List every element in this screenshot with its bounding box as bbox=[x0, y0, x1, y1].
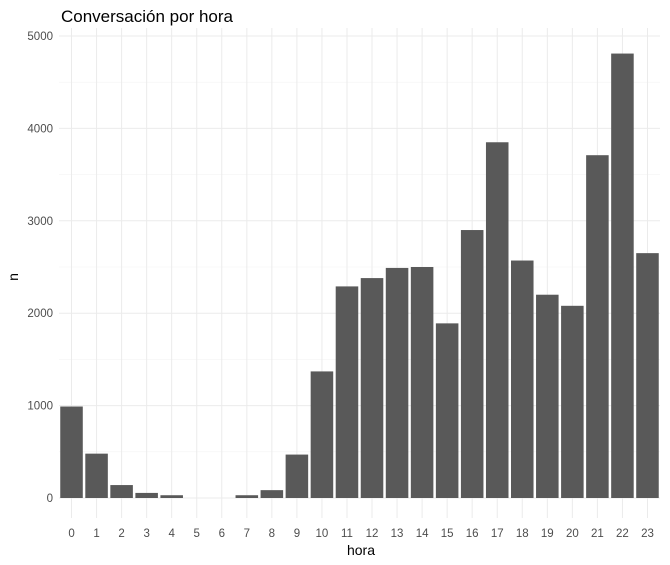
x-tick-label: 17 bbox=[491, 528, 504, 540]
bar-hora-7 bbox=[235, 495, 259, 498]
bar-hora-0 bbox=[60, 406, 83, 498]
x-tick-label: 19 bbox=[541, 528, 554, 540]
bars bbox=[60, 53, 659, 499]
bar-hora-19 bbox=[536, 294, 559, 498]
x-tick-label: 13 bbox=[391, 528, 404, 540]
y-tick-label: 5000 bbox=[27, 31, 53, 43]
bar-hora-17 bbox=[485, 142, 509, 498]
x-tick-label: 16 bbox=[466, 528, 479, 540]
y-axis-title: n bbox=[5, 273, 21, 281]
x-tick-label: 8 bbox=[269, 528, 275, 540]
x-tick-label: 12 bbox=[366, 528, 379, 540]
x-tick-label: 1 bbox=[93, 528, 99, 540]
y-tick-label: 3000 bbox=[27, 216, 53, 228]
x-tick-label: 15 bbox=[441, 528, 454, 540]
bar-hora-12 bbox=[360, 278, 384, 498]
bar-hora-2 bbox=[110, 485, 133, 498]
x-axis-title: hora bbox=[347, 542, 375, 558]
x-tick-label: 9 bbox=[294, 528, 300, 540]
chart-title: Conversación por hora bbox=[61, 7, 234, 26]
bar-hora-11 bbox=[335, 286, 359, 498]
y-tick-label: 1000 bbox=[27, 401, 53, 413]
bar-hora-16 bbox=[460, 230, 484, 499]
x-tick-label: 6 bbox=[219, 528, 225, 540]
x-tick-label: 22 bbox=[616, 528, 629, 540]
x-axis-ticks: 0 1 2 3 4 5 6 7 8 9 10 11 12 13 14 15 16 17 18 19 20 21 22 23 bbox=[68, 528, 654, 540]
y-axis-ticks: 0 1000 2000 3000 4000 5000 bbox=[27, 31, 53, 505]
x-tick-label: 11 bbox=[341, 528, 353, 540]
x-tick-label: 20 bbox=[566, 528, 579, 540]
x-tick-label: 2 bbox=[118, 528, 124, 540]
y-tick-label: 2000 bbox=[27, 308, 53, 320]
x-tick-label: 21 bbox=[591, 528, 604, 540]
x-tick-label: 18 bbox=[516, 528, 529, 540]
y-tick-label: 0 bbox=[47, 493, 53, 505]
bar-hora-20 bbox=[561, 305, 584, 498]
bar-hora-22 bbox=[611, 53, 634, 498]
x-tick-label: 23 bbox=[641, 528, 654, 540]
bar-hora-10 bbox=[310, 371, 334, 498]
bar-hora-15 bbox=[435, 323, 459, 498]
bar-hora-8 bbox=[260, 490, 284, 498]
y-tick-label: 4000 bbox=[27, 123, 53, 135]
x-tick-label: 0 bbox=[68, 528, 74, 540]
bar-hora-4 bbox=[160, 495, 183, 498]
x-tick-label: 10 bbox=[316, 528, 329, 540]
bar-hora-3 bbox=[135, 492, 158, 498]
x-tick-label: 4 bbox=[168, 528, 175, 540]
bar-hora-23 bbox=[636, 253, 659, 498]
bar-hora-13 bbox=[385, 267, 409, 498]
bar-hora-21 bbox=[586, 155, 609, 499]
bar-hora-1 bbox=[85, 453, 108, 498]
bar-hora-14 bbox=[410, 267, 434, 498]
x-tick-label: 3 bbox=[143, 528, 149, 540]
x-tick-label: 7 bbox=[244, 528, 250, 540]
bar-hora-18 bbox=[511, 260, 534, 498]
bar-hora-9 bbox=[285, 454, 309, 498]
x-tick-label: 14 bbox=[416, 528, 429, 540]
x-tick-label: 5 bbox=[194, 528, 200, 540]
